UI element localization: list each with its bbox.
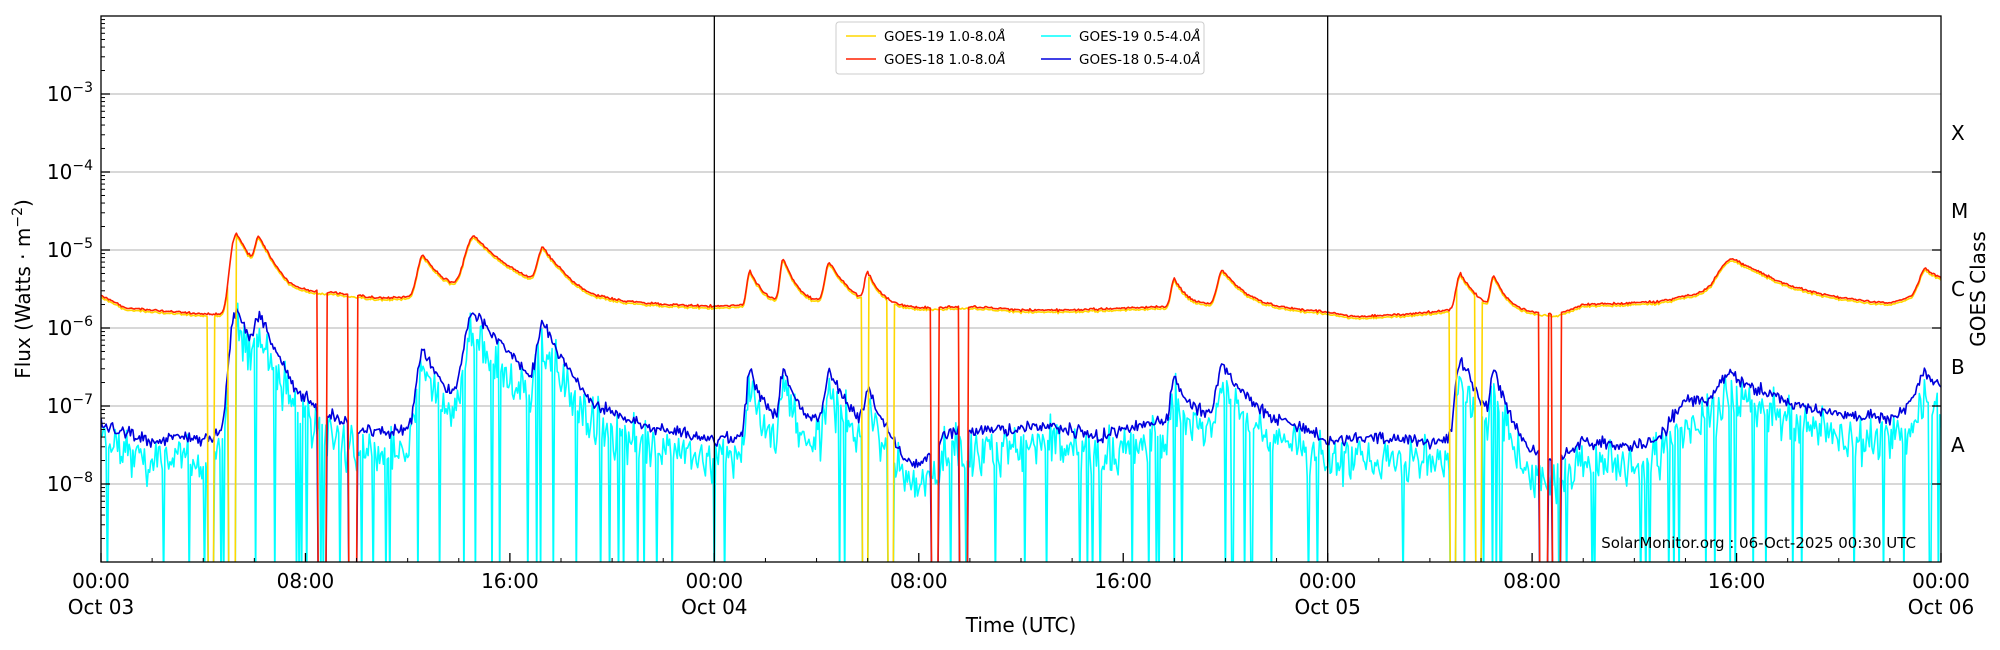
legend-label: GOES-19 0.5-4.0Å (1079, 28, 1201, 45)
legend-label-name: GOES-19 1.0-8.0 (884, 29, 996, 45)
x-tick-label-time: 16:00 (481, 569, 539, 593)
y-tick-label-base: 10 (47, 316, 72, 340)
data-layer (101, 232, 1941, 562)
day-boundary-layer (713, 16, 1329, 562)
legend-label-unit: Å (995, 28, 1005, 45)
right-axis-title: GOES Class (1966, 231, 1990, 347)
goes-class-label: B (1951, 355, 1965, 379)
y-tick-label: 10−3 (47, 80, 93, 106)
y-tick-label: 10−7 (47, 392, 93, 418)
x-tick-label-time: 00:00 (1912, 569, 1970, 593)
y-tick-label: 10−4 (47, 158, 93, 184)
x-tick-label-date: Oct 04 (681, 595, 747, 619)
legend-label-name: GOES-19 0.5-4.0 (1079, 29, 1191, 45)
x-tick-label-time: 00:00 (1299, 569, 1357, 593)
y-tick-label-exponent: −7 (72, 392, 93, 408)
y-axis-title-main: Flux (Watts · m (11, 228, 35, 379)
series-goes19-long-line (101, 234, 1941, 562)
legend-label: GOES-19 1.0-8.0Å (884, 28, 1006, 45)
legend-label: GOES-18 1.0-8.0Å (884, 51, 1006, 68)
y-tick-label-base: 10 (47, 472, 72, 496)
y-tick-label: 10−8 (47, 470, 93, 496)
goes-class-label: C (1951, 277, 1965, 301)
y-tick-label-exponent: −6 (72, 314, 93, 330)
x-tick-label-time: 08:00 (1503, 569, 1561, 593)
x-tick-label-time: 00:00 (72, 569, 130, 593)
goes-class-label: X (1951, 121, 1965, 145)
goes-class-label: A (1951, 433, 1965, 457)
y-tick-label-exponent: −8 (72, 470, 93, 486)
y-tick-label-exponent: −3 (72, 80, 93, 96)
y-tick-label-exponent: −4 (72, 158, 93, 174)
y-axis-title-exponent: −2 (10, 207, 26, 228)
x-tick-label-time: 16:00 (1708, 569, 1766, 593)
series-goes18-long-line (101, 232, 1941, 562)
series-goes19-short-line (101, 302, 1941, 562)
x-tick-label-time: 00:00 (686, 569, 744, 593)
legend-label-unit: Å (1190, 51, 1200, 68)
x-tick-label-date: Oct 05 (1294, 595, 1360, 619)
y-tick-layer: 10−810−710−610−510−410−3 (47, 19, 110, 540)
x-tick-label-date: Oct 03 (68, 595, 134, 619)
y-tick-label: 10−5 (47, 236, 93, 262)
grid-layer (101, 93, 1941, 485)
legend-label-name: GOES-18 0.5-4.0 (1079, 52, 1191, 68)
y-tick-label-exponent: −5 (72, 236, 93, 252)
legend-items: GOES-19 1.0-8.0Å GOES-19 0.5-4.0ÅGOES-18 … (846, 28, 1201, 68)
y-tick-label-base: 10 (47, 238, 72, 262)
legend-box (835, 21, 1205, 75)
legend-label-unit: Å (995, 51, 1005, 68)
legend: GOES-19 1.0-8.0Å GOES-19 0.5-4.0ÅGOES-18 … (835, 21, 1205, 75)
legend-label-unit: Å (1190, 28, 1200, 45)
y-tick-label: 10−6 (47, 314, 93, 340)
x-tick-label-time: 08:00 (277, 569, 335, 593)
y-tick-label-base: 10 (47, 394, 72, 418)
legend-label-name: GOES-18 1.0-8.0 (884, 52, 996, 68)
goes-class-label: M (1951, 199, 1968, 223)
x-tick-label-date: Oct 06 (1908, 595, 1974, 619)
credit-label: SolarMonitor.org : 06-Oct-2025 00:30 UTC (1601, 534, 1916, 552)
y-axis-title-close: ) (11, 199, 35, 207)
legend-label: GOES-18 0.5-4.0Å (1079, 51, 1201, 68)
series-goes18-short-line (101, 307, 1941, 562)
x-tick-label-time: 16:00 (1094, 569, 1152, 593)
goes-class-layer: A B C M X (1932, 121, 1968, 485)
x-tick-label-time: 08:00 (890, 569, 948, 593)
y-tick-label-base: 10 (47, 160, 72, 184)
y-axis-title: Flux (Watts · m−2) (10, 199, 35, 379)
x-axis-title: Time (UTC) (965, 613, 1077, 637)
y-tick-label-base: 10 (47, 82, 72, 106)
